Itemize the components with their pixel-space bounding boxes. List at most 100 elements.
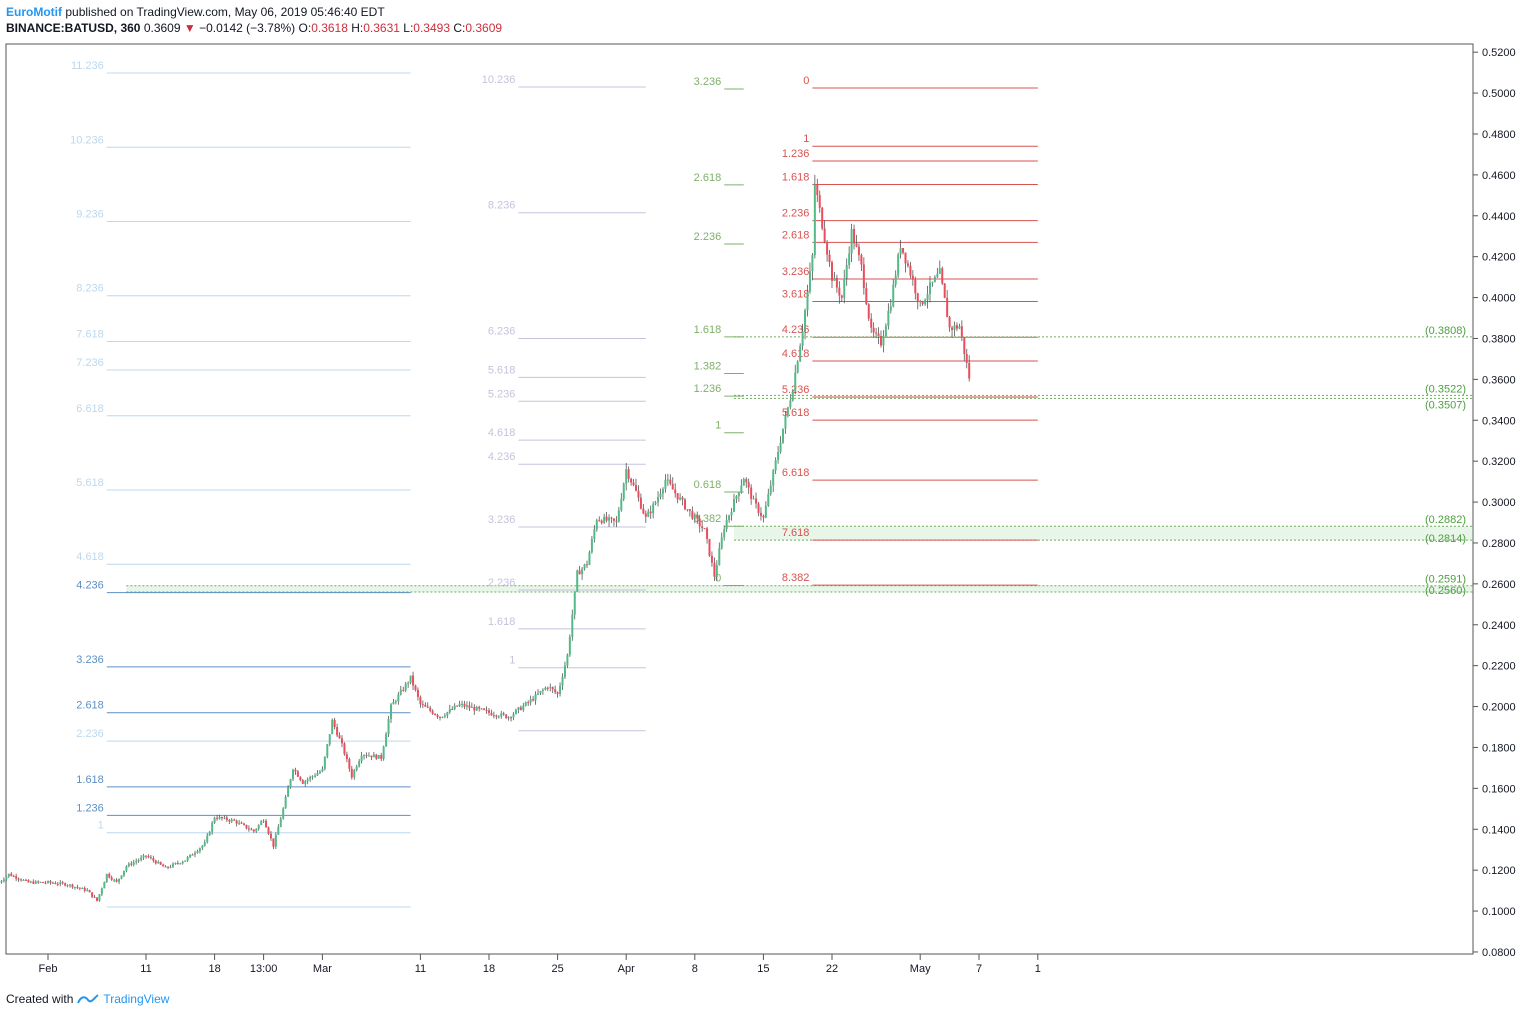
candle-body[interactable] (963, 337, 966, 354)
candle-body[interactable] (926, 294, 929, 300)
candle-body[interactable] (196, 851, 199, 853)
candle-body[interactable] (605, 516, 608, 521)
candle-body[interactable] (453, 705, 456, 710)
candle-body[interactable] (880, 335, 882, 346)
candle-body[interactable] (796, 361, 799, 373)
candle-body[interactable] (311, 776, 314, 778)
candle-body[interactable] (247, 828, 250, 830)
candle-body[interactable] (588, 552, 591, 565)
candle-body[interactable] (639, 497, 642, 509)
candle-body[interactable] (767, 493, 770, 507)
candle-body[interactable] (348, 759, 351, 769)
candle-body[interactable] (225, 817, 228, 821)
candle-body[interactable] (10, 873, 13, 877)
candle-body[interactable] (260, 821, 263, 825)
candle-body[interactable] (652, 503, 655, 514)
candle-body[interactable] (495, 715, 498, 717)
candle-body[interactable] (718, 548, 721, 565)
candle-body[interactable] (708, 538, 711, 556)
candle-body[interactable] (666, 479, 669, 481)
candle-body[interactable] (360, 755, 363, 761)
candle-body[interactable] (56, 883, 59, 885)
candle-body[interactable] (568, 636, 571, 655)
candle-body[interactable] (840, 295, 843, 298)
candle-body[interactable] (380, 755, 383, 759)
candle-body[interactable] (551, 687, 554, 690)
candle-body[interactable] (911, 275, 914, 280)
candle-body[interactable] (483, 708, 486, 710)
candle-body[interactable] (816, 184, 819, 196)
candle-body[interactable] (390, 704, 392, 720)
candle-body[interactable] (573, 591, 576, 615)
candle-body[interactable] (414, 685, 417, 690)
candle-body[interactable] (402, 689, 405, 691)
candle-body[interactable] (456, 705, 459, 707)
candle-body[interactable] (343, 743, 346, 755)
candle-body[interactable] (108, 873, 111, 878)
candle-body[interactable] (764, 506, 767, 518)
candle-body[interactable] (252, 829, 255, 832)
candle-body[interactable] (478, 706, 481, 709)
candle-body[interactable] (267, 827, 270, 834)
candle-body[interactable] (502, 713, 505, 715)
candle-body[interactable] (769, 485, 772, 494)
candle-body[interactable] (255, 828, 258, 832)
candle-body[interactable] (549, 687, 552, 689)
candle-body[interactable] (747, 482, 750, 488)
price-axis[interactable]: 0.5200 0.5000 0.4800 0.4600 0.4400 0.4200 0.40… (1473, 47, 1516, 959)
candle-body[interactable] (887, 310, 890, 326)
candle-body[interactable] (233, 819, 236, 821)
candle-body[interactable] (326, 744, 329, 757)
candle-body[interactable] (514, 709, 517, 714)
candle-body[interactable] (610, 517, 613, 519)
candle-body[interactable] (759, 512, 762, 517)
candle-body[interactable] (250, 829, 253, 831)
candle-body[interactable] (296, 771, 299, 777)
candle-body[interactable] (412, 675, 415, 686)
candle-body[interactable] (461, 703, 464, 705)
candle-body[interactable] (392, 702, 395, 705)
symbol-label[interactable]: BINANCE:BATUSD, 360 (6, 21, 141, 35)
candle-body[interactable] (615, 520, 618, 522)
candle-body[interactable] (22, 879, 25, 881)
candle-body[interactable] (132, 862, 135, 865)
candle-body[interactable] (294, 769, 297, 772)
candle-body[interactable] (742, 479, 745, 486)
candle-body[interactable] (230, 819, 233, 822)
candle-body[interactable] (965, 353, 968, 363)
candle-body[interactable] (191, 854, 194, 856)
candle-body[interactable] (88, 890, 91, 893)
candle-body[interactable] (576, 570, 579, 592)
candle-body[interactable] (654, 502, 657, 504)
candle-body[interactable] (627, 469, 630, 479)
candle-body[interactable] (206, 835, 209, 843)
candle-body[interactable] (238, 822, 241, 824)
candle-body[interactable] (480, 708, 483, 710)
candle-body[interactable] (590, 539, 593, 553)
candle-body[interactable] (485, 709, 488, 711)
candle-body[interactable] (167, 866, 170, 868)
candle-body[interactable] (737, 492, 740, 497)
candle-body[interactable] (113, 879, 116, 881)
candle-body[interactable] (100, 888, 103, 895)
candle-body[interactable] (375, 754, 378, 759)
candle-body[interactable] (757, 503, 760, 513)
candle-body[interactable] (345, 754, 348, 760)
candle-body[interactable] (924, 299, 927, 305)
candle-body[interactable] (620, 498, 623, 511)
candle-body[interactable] (91, 892, 94, 897)
candle-body[interactable] (32, 881, 35, 884)
tradingview-link[interactable]: TradingView (103, 992, 170, 1006)
candle-body[interactable] (941, 268, 944, 284)
candle-body[interactable] (42, 881, 45, 883)
candle-body[interactable] (115, 879, 118, 882)
candle-body[interactable] (786, 407, 789, 416)
candle-body[interactable] (446, 712, 449, 716)
candle-body[interactable] (331, 719, 334, 735)
candle-body[interactable] (436, 714, 439, 717)
candle-body[interactable] (318, 771, 321, 774)
candle-body[interactable] (813, 184, 816, 256)
candle-body[interactable] (370, 755, 373, 758)
candle-body[interactable] (419, 696, 422, 705)
